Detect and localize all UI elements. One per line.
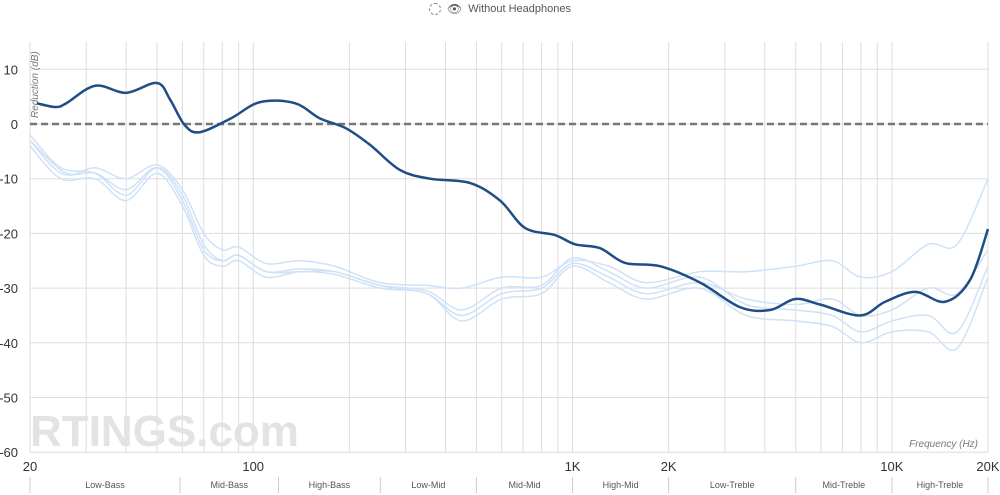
eye-icon[interactable]: 👁 — [447, 2, 463, 16]
y-tick-label: -30 — [0, 281, 18, 296]
x-tick-label: 2K — [661, 459, 677, 474]
y-tick-label: 10 — [4, 62, 18, 77]
reference-series-line — [29, 139, 989, 290]
band-label-mid-mid: Mid-Mid — [508, 480, 540, 490]
y-tick-label: -40 — [0, 336, 18, 351]
band-label-high-bass: High-Bass — [309, 480, 351, 490]
dashed-circle-icon — [429, 3, 442, 15]
y-tick-label: 0 — [11, 117, 18, 132]
x-tick-label: 100 — [242, 459, 264, 474]
band-label-low-mid: Low-Mid — [411, 480, 445, 490]
band-label-mid-bass: Mid-Bass — [211, 480, 249, 490]
reference-series-line — [29, 139, 989, 335]
y-tick-label: -50 — [0, 391, 18, 406]
y-tick-label: -60 — [0, 445, 18, 460]
legend-label[interactable]: Without Headphones — [468, 3, 571, 15]
band-label-high-treble: High-Treble — [917, 480, 964, 490]
band-label-low-treble: Low-Treble — [710, 480, 755, 490]
watermark-logo: RTINGS.com — [30, 407, 299, 456]
x-tick-label: 1K — [565, 459, 581, 474]
band-label-low-bass: Low-Bass — [85, 480, 125, 490]
x-axis-label: Frequency (Hz) — [909, 439, 978, 450]
y-axis-label: Reduction (dB) — [30, 51, 41, 118]
reference-series-line — [29, 145, 989, 352]
reference-series-line — [29, 134, 989, 317]
x-tick-label: 20 — [23, 459, 37, 474]
y-tick-label: -10 — [0, 172, 18, 187]
band-label-mid-treble: Mid-Treble — [822, 480, 865, 490]
x-tick-label: 10K — [880, 459, 903, 474]
legend[interactable]: 👁 Without Headphones — [0, 0, 1000, 18]
main-series-line — [36, 81, 990, 317]
band-label-high-mid: High-Mid — [603, 480, 639, 490]
y-tick-label: -20 — [0, 226, 18, 241]
x-tick-label: 20K — [976, 459, 999, 474]
